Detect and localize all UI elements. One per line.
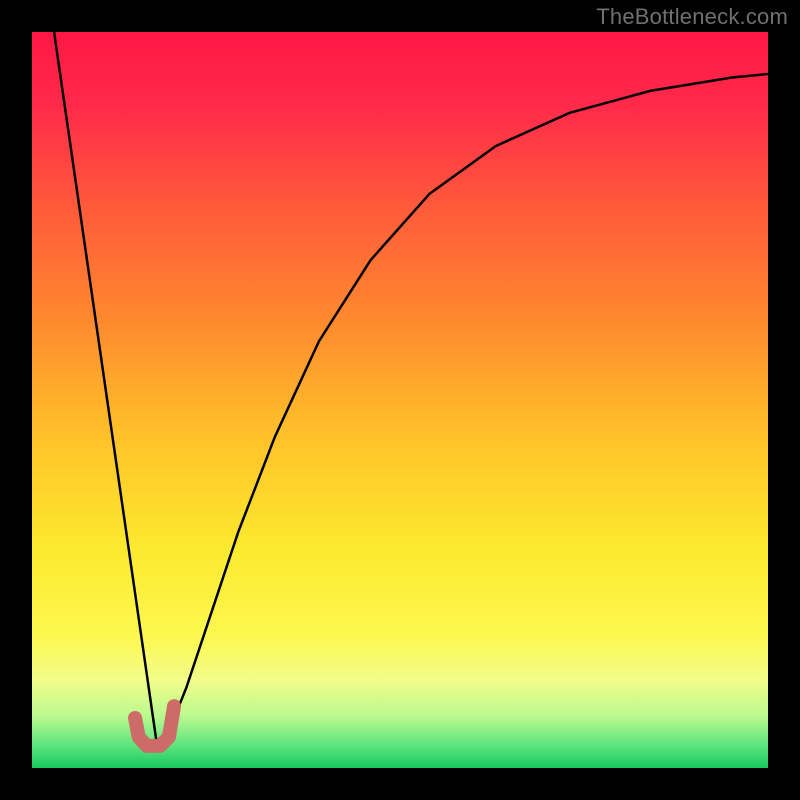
plot-area-gradient [32, 32, 768, 768]
watermark-text: TheBottleneck.com [596, 4, 788, 30]
bottleneck-chart [0, 0, 800, 800]
